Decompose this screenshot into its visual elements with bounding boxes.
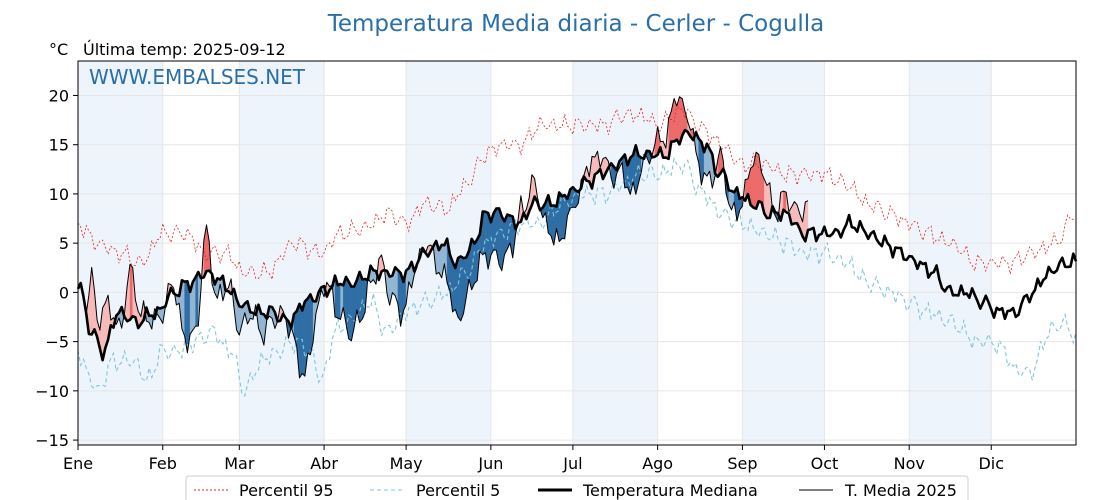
month-band — [572, 61, 658, 445]
y-tick-label: 20 — [49, 86, 69, 105]
fill-above-median — [129, 263, 133, 321]
series-lines — [76, 96, 1078, 397]
fill-below-median — [307, 293, 311, 356]
fill-below-median — [561, 194, 565, 240]
series-temperatura-mediana — [76, 128, 1078, 362]
fill-below-median — [474, 238, 478, 284]
x-axis: Ene Feb Mar Abr May Jun Jul Ago Sep Oct Nov Dic — [63, 445, 1004, 473]
x-tick-label: Nov — [894, 454, 925, 473]
fill-below-median — [181, 279, 185, 336]
legend: Percentil 95 Percentil 5 Temperatura Med… — [185, 475, 969, 500]
y-tick-label: −10 — [35, 382, 69, 401]
legend-label-median: Temperatura Mediana — [582, 481, 758, 500]
month-band — [909, 61, 992, 445]
legend-box — [185, 475, 969, 500]
legend-label-2025: T. Media 2025 — [844, 481, 957, 500]
y-tick-label: 0 — [59, 283, 69, 302]
series-t-media-2025 — [77, 96, 809, 379]
x-tick-label: May — [390, 454, 423, 473]
y-tick-label: 5 — [59, 234, 69, 253]
fill-below-median — [452, 261, 456, 313]
x-tick-label: Mar — [224, 454, 255, 473]
x-tick-label: Oct — [811, 454, 839, 473]
x-tick-label: Sep — [727, 454, 757, 473]
y-tick-label: 15 — [49, 136, 69, 155]
y-tick-label: −15 — [35, 431, 69, 450]
last-temp-label: Última temp: 2025-09-12 — [83, 40, 286, 59]
x-tick-label: Abr — [310, 454, 338, 473]
x-tick-label: Ago — [642, 454, 673, 473]
fill-below-median — [299, 303, 303, 379]
x-tick-label: Jul — [562, 454, 582, 473]
month-band — [78, 61, 163, 445]
series-percentil-5 — [77, 156, 1077, 397]
unit-label: °C — [49, 40, 68, 59]
y-tick-label: 10 — [49, 185, 69, 204]
month-band — [239, 61, 325, 445]
legend-label-p95: Percentil 95 — [239, 481, 334, 500]
fill-below-median — [337, 283, 341, 320]
x-tick-label: Dic — [978, 454, 1004, 473]
legend-label-p5: Percentil 5 — [416, 481, 500, 500]
chart-title: Temperatura Media diaria - Cerler - Cogu… — [327, 11, 825, 37]
fill-below-median — [195, 271, 199, 327]
fill-below-median — [457, 256, 461, 322]
watermark: WWW.EMBALSES.NET — [89, 65, 306, 89]
fill-below-median — [348, 281, 352, 342]
fill-above-median — [766, 182, 770, 219]
fill-below-median — [460, 256, 464, 321]
x-tick-label: Feb — [149, 454, 177, 473]
x-tick-label: Ene — [63, 454, 93, 473]
x-tick-label: Jun — [477, 454, 503, 473]
fill-below-median — [471, 238, 475, 290]
y-axis: 20 15 10 5 0 −5 −10 −15 — [35, 86, 78, 450]
y-tick-label: −5 — [45, 333, 69, 352]
plot-frame — [77, 60, 1077, 446]
plot-background — [78, 61, 992, 445]
